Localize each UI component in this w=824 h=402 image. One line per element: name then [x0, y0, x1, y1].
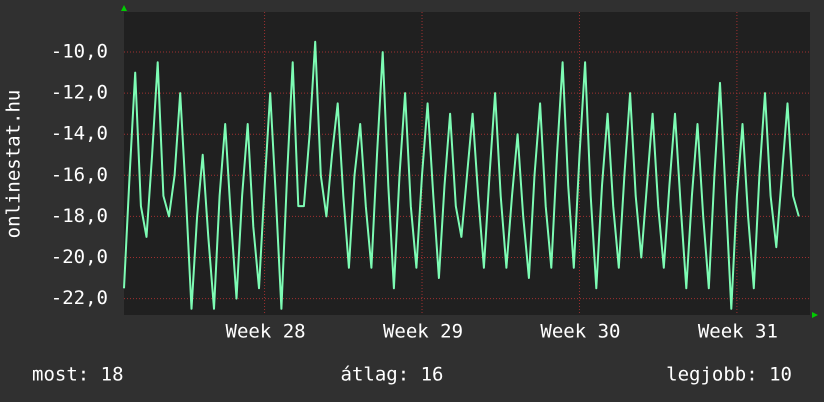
y-tick-label: -10,0: [51, 41, 108, 63]
y-tick-label: -18,0: [51, 205, 108, 227]
data-line: [123, 40, 800, 310]
x-tick-label: Week 29: [383, 321, 463, 343]
x-tick-label: Week 30: [540, 321, 620, 343]
plot-layer: -10,0 -12,0 -14,0 -16,0 -18,0 -20,0 -22,0 Week …: [51, 12, 810, 343]
axis-arrow: [812, 312, 818, 318]
x-tick-label: Week 28: [226, 321, 306, 343]
y-tick-label: -20,0: [51, 246, 108, 268]
y-tick-label: -16,0: [51, 164, 108, 186]
x-tick-label: Week 31: [698, 321, 778, 343]
y-tick-label: -22,0: [51, 287, 108, 309]
footer-current: most: 18: [32, 364, 124, 386]
footer-average: átlag: 16: [341, 364, 444, 386]
y-axis-label: onlinestat.hu: [3, 90, 25, 239]
axis-arrow: [121, 5, 127, 11]
y-tick-label: -12,0: [51, 82, 108, 104]
footer-best: legjobb: 10: [666, 364, 792, 386]
y-tick-label: -14,0: [51, 123, 108, 145]
